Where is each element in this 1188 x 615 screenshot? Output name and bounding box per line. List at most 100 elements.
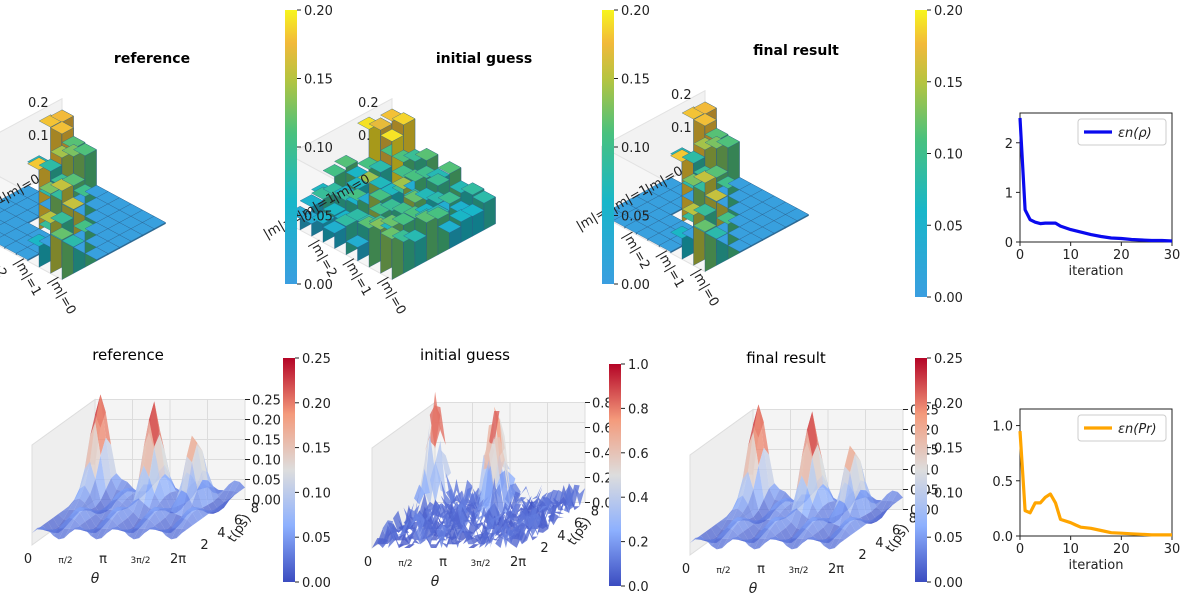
surface-reference-colorbar-tick-label: 0.10 bbox=[302, 486, 331, 501]
surface-initial-guess-x-tick-label: π bbox=[439, 555, 447, 570]
surface-reference-surface-patch bbox=[85, 508, 96, 518]
surface-final-result-surface-patch bbox=[791, 528, 803, 539]
surface-reference-surface-patch bbox=[79, 509, 91, 522]
bars-initial-guess-x-tick-label: |m|=0 bbox=[375, 275, 408, 318]
surface-initial-guess-surface-patch bbox=[468, 533, 479, 545]
surface-reference-y-tick-label: 8 bbox=[251, 502, 259, 517]
surface-reference-surface-patch bbox=[64, 518, 75, 529]
surface-final-result-surface-patch bbox=[881, 501, 893, 512]
surface-initial-guess-z-tick-label: 0.8 bbox=[592, 397, 613, 412]
error-density-x-tick-label: 10 bbox=[1062, 248, 1079, 263]
surface-final-result-surface-patch bbox=[716, 538, 728, 550]
surface-final-result-surface-patch bbox=[748, 518, 759, 525]
surface-final-result-surface-patch bbox=[753, 519, 765, 530]
surface-initial-guess-surface-patch bbox=[463, 531, 474, 545]
surface-final-result-y-tick-label: 6 bbox=[892, 524, 900, 539]
surface-final-result-surface-patch bbox=[845, 516, 856, 523]
surface-reference-surface-patch bbox=[74, 506, 86, 513]
surface-final-result-surface-patch bbox=[834, 500, 845, 527]
surface-reference-x-tick-label: π/2 bbox=[58, 556, 72, 566]
surface-reference-surface-patch bbox=[213, 486, 224, 498]
surface-initial-guess-surface-patch bbox=[488, 411, 500, 445]
surface-final-result-x-tick-label: 3π/2 bbox=[789, 566, 809, 576]
surface-reference-surface-patch bbox=[111, 491, 123, 501]
surface-final-result-surface-patch bbox=[775, 531, 787, 542]
surface-final-result-surface-patch bbox=[781, 538, 792, 546]
top-title-final-result: final result bbox=[753, 43, 839, 59]
surface-final-result-colorbar-tick-label: 0.00 bbox=[934, 576, 963, 591]
bars-final-result-z-tick-label: 0.1 bbox=[671, 121, 692, 136]
surface-reference-surface-patch bbox=[122, 517, 134, 531]
top-title-initial-guess: initial guess bbox=[436, 51, 532, 67]
surface-final-result-surface-patch bbox=[732, 516, 744, 523]
surface-reference-surface-patch bbox=[112, 506, 123, 513]
bars-initial-guess-colorbar-tick-label: 0.20 bbox=[621, 4, 650, 19]
surface-initial-guess-surface-patch bbox=[436, 523, 447, 548]
surface-initial-guess-surface-patch bbox=[479, 530, 490, 548]
surface-final-result-y-tick-label: 2 bbox=[858, 548, 866, 563]
surface-initial-guess-surface-patch bbox=[425, 522, 437, 545]
surface-final-result-colorbar-tick-label: 0.20 bbox=[934, 397, 963, 412]
surface-reference-surface-patch bbox=[192, 489, 203, 510]
surface-reference-x-axis-label: θ bbox=[91, 571, 100, 587]
surface-final-result-y-tick-label: 4 bbox=[875, 536, 883, 551]
surface-initial-guess-surface-patch bbox=[489, 436, 500, 492]
surface-initial-guess-x-tick-label: 3π/2 bbox=[471, 559, 491, 569]
surface-final-result-x-axis-label: θ bbox=[749, 581, 758, 597]
surface-final-result-surface-patch bbox=[791, 475, 802, 512]
surface-reference-x-tick-label: 3π/2 bbox=[131, 556, 151, 566]
surface-reference-surface-patch bbox=[213, 502, 224, 513]
surface-final-result-surface-patch bbox=[860, 489, 872, 515]
surface-reference-z-tick-label: 0.10 bbox=[252, 454, 281, 469]
surface-reference-z-tick-label: 0.25 bbox=[252, 394, 281, 409]
surface-final-result-surface-patch bbox=[742, 432, 754, 480]
surface-final-result-surface-patch bbox=[823, 509, 834, 522]
bars-reference-colorbar-tick-label: 0.20 bbox=[304, 4, 333, 19]
surface-final-result-surface-patch bbox=[801, 429, 813, 488]
surface-initial-guess-surface-patch bbox=[429, 391, 441, 447]
surface-final-result-surface-patch bbox=[727, 529, 738, 540]
surface-initial-guess-surface-patch bbox=[398, 533, 410, 548]
error-density-x-tick-label: 0 bbox=[1016, 248, 1024, 263]
bars-reference-bar bbox=[50, 211, 74, 225]
error-density-y-tick-label: 1 bbox=[1005, 186, 1013, 201]
surface-initial-guess-y-tick-label: 6 bbox=[574, 517, 582, 532]
surface-initial-guess-z-tick-label: 0.6 bbox=[592, 422, 613, 437]
surface-reference-surface-patch bbox=[85, 528, 97, 536]
bars-initial-guess-bar bbox=[460, 203, 485, 217]
bottom-title-reference: reference bbox=[92, 346, 164, 364]
bars-initial-guess-colorbar-tick-label: 0.10 bbox=[621, 141, 650, 156]
surface-final-result-surface-patch bbox=[727, 520, 738, 530]
surface-reference-surface-patch bbox=[144, 510, 155, 520]
error-probability-line-chart: 0 10 20 30 0.0 0.5 1.0 iteration εn(Pr) bbox=[992, 408, 1180, 573]
surface-reference-surface-patch bbox=[187, 506, 198, 513]
surface-reference-surface-patch bbox=[181, 510, 193, 520]
surface-final-result-surface-patch bbox=[849, 452, 861, 500]
surface-final-result-surface-patch bbox=[753, 404, 764, 466]
surface-initial-guess-surface-patch bbox=[473, 498, 484, 520]
surface-initial-guess-surface-patch bbox=[462, 518, 474, 527]
surface-reference-surface-patch bbox=[58, 518, 70, 529]
surface-reference-surface-patch bbox=[96, 518, 107, 529]
surface-initial-guess-surface-patch bbox=[542, 502, 554, 518]
surface-reference-surface-patch bbox=[37, 526, 48, 530]
surface-reference-colorbar-tick-label: 0.25 bbox=[302, 352, 331, 367]
surface-final-result-surface-patch bbox=[887, 490, 898, 502]
surface-reference-surface-patch bbox=[192, 509, 203, 522]
bars-final-result-colorbar-tick-label: 0.10 bbox=[934, 148, 963, 163]
surface-final-result-surface-patch bbox=[748, 489, 759, 517]
surface-final-result-surface-patch bbox=[780, 497, 791, 508]
bars-reference-bar bbox=[38, 158, 63, 172]
surface-initial-guess-surface-patch bbox=[527, 527, 538, 541]
bars-initial-guess-bar bbox=[426, 216, 439, 262]
surface-final-result-surface-patch bbox=[775, 518, 786, 532]
surface-final-result-surface-patch bbox=[807, 516, 819, 523]
surface-initial-guess-surface-patch bbox=[484, 532, 496, 548]
error-density-legend-label: εn(ρ) bbox=[1118, 126, 1152, 141]
surface-final-result-surface-patch bbox=[765, 537, 776, 543]
surface-initial-guess-x-tick-label: π/2 bbox=[398, 559, 412, 569]
surface-final-result-surface-patch bbox=[742, 471, 754, 505]
bars-initial-guess-bar bbox=[437, 191, 462, 205]
surface-final-result-surface-patch bbox=[839, 503, 851, 527]
surface-final-result-surface-patch bbox=[839, 529, 851, 540]
